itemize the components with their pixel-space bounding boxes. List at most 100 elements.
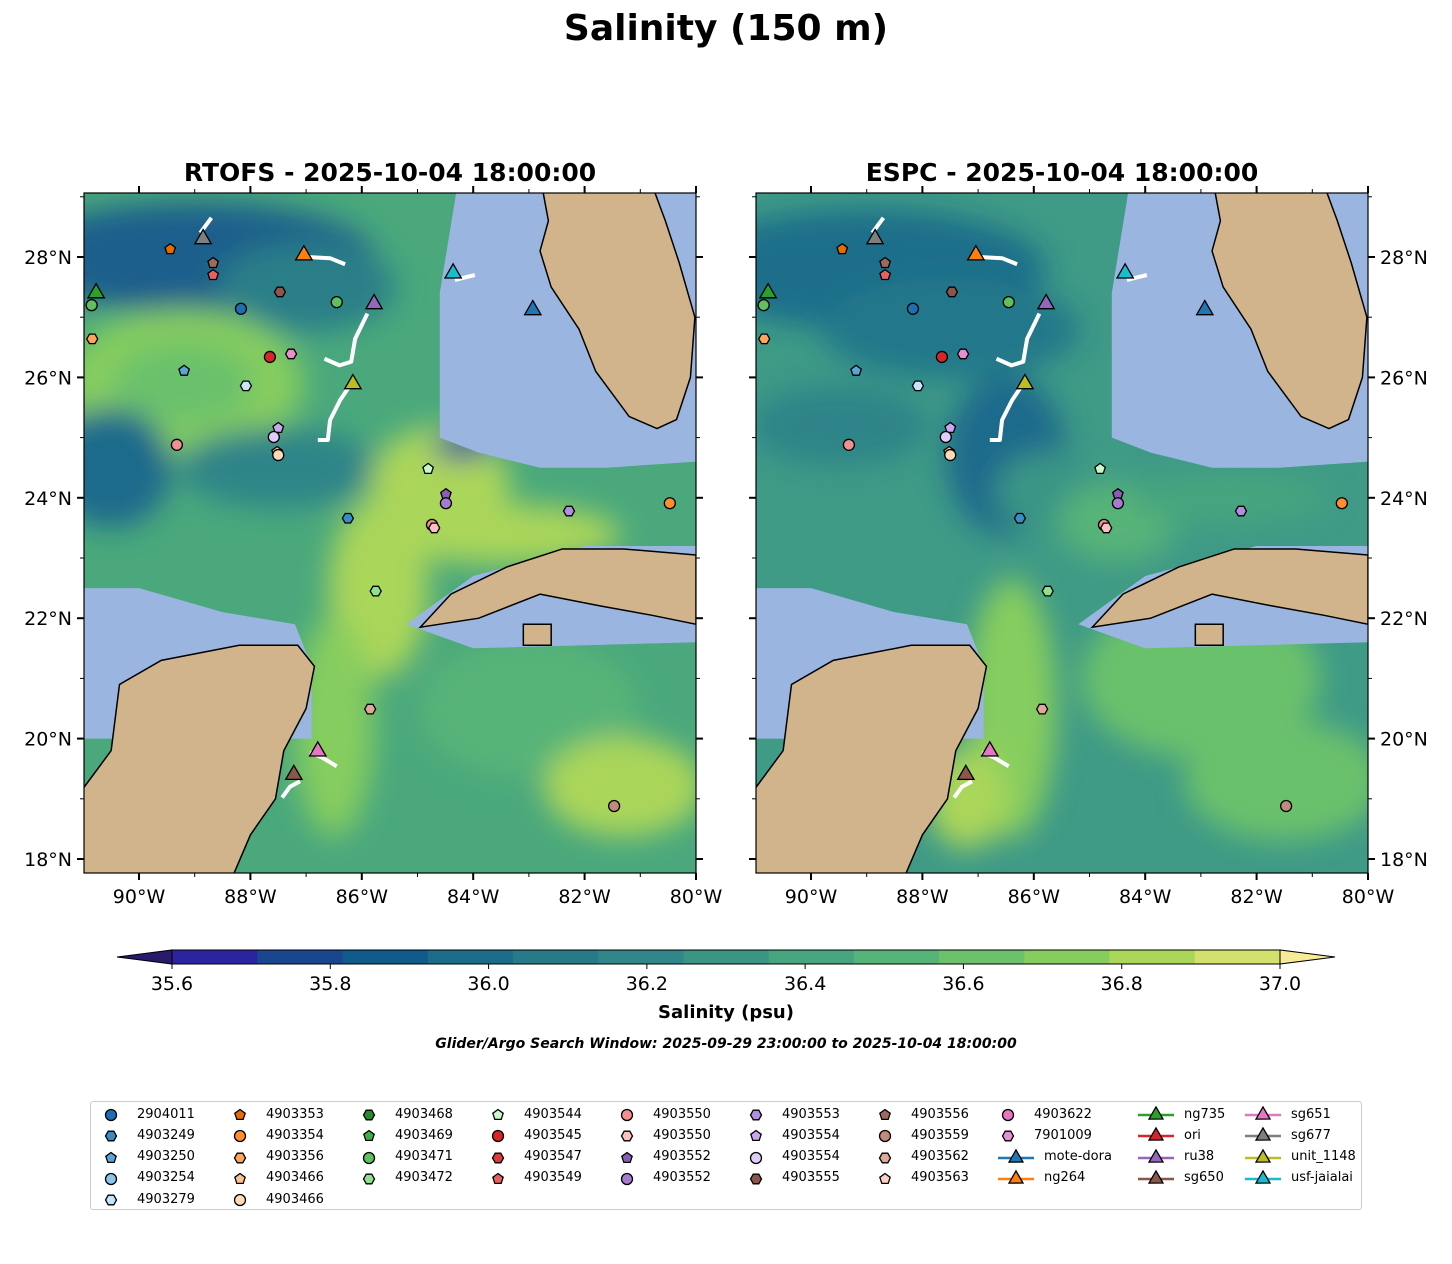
colorbar-bin — [683, 950, 770, 964]
marker-4903554 — [267, 430, 280, 444]
lon-tick-label: 90°W — [113, 886, 166, 908]
legend-label: sg651 — [1291, 1106, 1331, 1122]
legend-marker-icon — [879, 1172, 891, 1184]
legend-marker — [1254, 1148, 1272, 1163]
marker-4903559 — [1279, 799, 1293, 813]
marker-4903544 — [422, 462, 435, 475]
legend-item-4903550: 4903550 — [615, 1104, 711, 1124]
glider-track — [979, 255, 1018, 267]
florida-land — [539, 193, 696, 430]
legend-item-4903545: 4903545 — [486, 1125, 582, 1145]
legend-label: 4903550 — [653, 1106, 711, 1122]
legend-label: 4903622 — [1034, 1106, 1092, 1122]
colorbar-tick-label: 36.4 — [784, 973, 826, 995]
marker-2904011 — [234, 302, 248, 315]
marker-4903249 — [1013, 512, 1027, 524]
marker-4903552 — [439, 497, 453, 510]
marker-4903353 — [164, 242, 177, 255]
legend-item-4903562: 4903562 — [873, 1147, 969, 1167]
legend-marker-icon — [878, 1152, 892, 1164]
legend-label: 4903249 — [137, 1127, 195, 1143]
legend-item-4903466: 4903466 — [228, 1189, 324, 1209]
legend: 2904011 4903249 4903250 4903254 4903279 49033… — [90, 1101, 1362, 1210]
legend-item-4903555: 4903555 — [744, 1168, 840, 1188]
marker-usf-jaialai — [443, 262, 463, 279]
legend-item-sg677: sg677 — [1243, 1125, 1331, 1145]
legend-marker — [1007, 1169, 1025, 1184]
marker-4903553 — [1234, 505, 1248, 517]
marker-4903471 — [330, 295, 343, 309]
cuba-land — [418, 548, 696, 629]
legend-item-ng735: ng735 — [1136, 1104, 1225, 1124]
legend-marker — [362, 1151, 376, 1164]
glider-track — [323, 312, 370, 368]
legend-item-4903550: 4903550 — [615, 1125, 711, 1145]
glider-track — [952, 779, 973, 799]
legend-marker-icon — [998, 1148, 1034, 1163]
legend-marker — [105, 1151, 117, 1163]
lon-tick-label: 86°W — [336, 886, 389, 908]
legend-item-sg650: sg650 — [1136, 1168, 1224, 1188]
legend-item-ori: ori — [1136, 1125, 1201, 1145]
colorbar-tick-label: 36.8 — [1101, 973, 1143, 995]
legend-label: 4903466 — [266, 1191, 324, 1207]
legend-marker-icon — [749, 1151, 763, 1164]
marker-4903550 — [170, 438, 184, 451]
legend-marker-icon — [1138, 1105, 1174, 1120]
marker-sg651 — [308, 740, 328, 757]
legend-label: 4903559 — [911, 1127, 969, 1143]
legend-marker — [363, 1129, 375, 1142]
maps-panel: 90°W 88°W 86°W 84°W 82°W 80°W 18°N 20°N 22°N 24°N… — [24, 186, 1428, 908]
legend-marker-icon — [749, 1173, 763, 1185]
colorbar-tick-label: 36.0 — [467, 973, 509, 995]
marker-mote-dora — [523, 299, 543, 316]
legend-item-4903249: 4903249 — [99, 1125, 195, 1145]
legend-marker — [749, 1151, 763, 1164]
legend-label: 4903545 — [524, 1127, 582, 1143]
florida-land — [1211, 193, 1368, 430]
marker-4903466 — [272, 448, 285, 462]
marker-4903354 — [663, 497, 676, 510]
legend-item-4903554: 4903554 — [744, 1125, 840, 1145]
marker-4903562 — [1035, 703, 1049, 715]
colorbar-frame — [171, 949, 1281, 965]
marker-sg651 — [980, 740, 1000, 757]
legend-label: 4903354 — [266, 1127, 324, 1143]
legend-label: 4903544 — [524, 1106, 582, 1122]
legend-item-4903622: 4903622 — [996, 1104, 1092, 1124]
legend-label: 4903554 — [782, 1127, 840, 1143]
marker-4903471 — [757, 299, 770, 312]
marker-4903559 — [607, 799, 621, 813]
legend-marker-icon — [1001, 1130, 1015, 1142]
marker-sg650 — [956, 764, 976, 781]
legend-label: ng264 — [1044, 1170, 1086, 1186]
marker-4903550 — [427, 522, 441, 534]
marker-4903555 — [945, 286, 959, 298]
espc-map-title: ESPC - 2025-10-04 18:00:00 — [865, 158, 1259, 187]
legend-marker — [1147, 1105, 1165, 1120]
legend-marker-icon — [492, 1172, 504, 1184]
legend-label: ori — [1184, 1127, 1201, 1143]
legend-marker-icon — [233, 1194, 247, 1207]
colorbar-extend-low — [116, 949, 173, 965]
legend-item-4903553: 4903553 — [744, 1104, 840, 1124]
marker-sg677 — [865, 228, 885, 245]
legend-marker — [1147, 1126, 1165, 1142]
legend-label: mote-dora — [1044, 1149, 1112, 1165]
colorbar-bin — [342, 950, 429, 964]
legend-label: 4903254 — [137, 1170, 195, 1186]
marker-7901009 — [956, 348, 970, 360]
legend-marker-icon — [104, 1172, 118, 1186]
legend-label: 2904011 — [137, 1106, 195, 1122]
legend-marker — [620, 1130, 634, 1142]
legend-marker — [879, 1172, 891, 1184]
legend-marker — [620, 1172, 634, 1186]
colorbar-tick-label: 36.2 — [626, 973, 668, 995]
colorbar-bin — [512, 950, 599, 964]
legend-marker — [1254, 1126, 1272, 1142]
legend-item-7901009: 7901009 — [996, 1125, 1092, 1145]
salinity-contours — [756, 209, 1368, 849]
legend-marker-icon — [104, 1130, 118, 1142]
glider-track — [317, 384, 352, 443]
marker-4903555 — [273, 286, 287, 298]
